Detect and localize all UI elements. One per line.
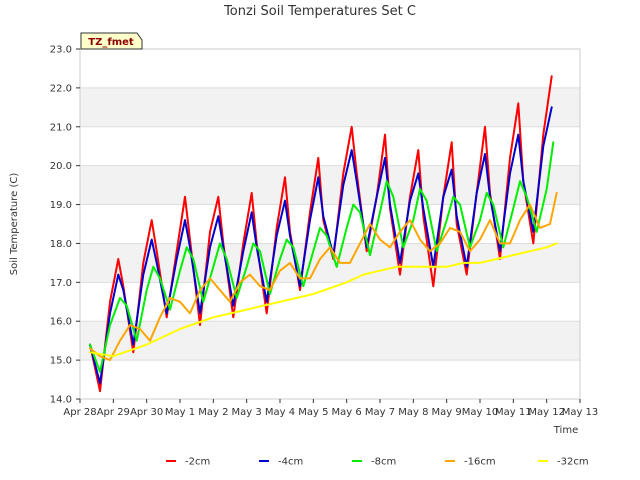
x-tick-label: May 3 (232, 407, 262, 418)
x-axis-label: Time (553, 425, 578, 436)
grid-band (80, 87, 580, 127)
y-tick-label: 19.0 (50, 200, 72, 211)
legend-label: -16cm (464, 457, 496, 468)
x-tick-label: May 13 (562, 407, 599, 418)
plot-frame (79, 48, 581, 400)
y-axis: 14.0 15.0 16.0 17.0 18.0 19.0 20.0 21.0 22.0 23.0 (50, 45, 80, 406)
x-tick-label: May 9 (432, 407, 462, 418)
y-tick-label: 16.0 (50, 317, 72, 328)
chart-title: Tonzi Soil Temperatures Set C (223, 4, 416, 19)
y-tick-label: 15.0 (50, 356, 72, 367)
badge-label: TZ_fmet (88, 37, 134, 48)
y-tick-label: 23.0 (50, 45, 72, 56)
x-tick-label: Apr 30 (130, 407, 163, 418)
series-line16cm (89, 191, 558, 362)
y-tick-label: 14.0 (50, 395, 72, 406)
x-tick-label: May 2 (198, 407, 228, 418)
grid-band (80, 165, 580, 205)
x-tick-label: May 6 (332, 407, 362, 418)
legend-item: -8cm (352, 457, 396, 468)
legend-item: -4cm (259, 457, 303, 468)
x-tick-label: Apr 28 (63, 407, 96, 418)
legend-label: -32cm (557, 457, 589, 468)
x-tick-label: May 10 (462, 407, 499, 418)
x-tick-label: May 11 (495, 407, 532, 418)
y-tick-label: 22.0 (50, 83, 72, 94)
series-line32cm (89, 242, 558, 358)
x-tick-label: May 8 (398, 407, 428, 418)
legend: -2cm -4cm -8cm -16cm -32cm (166, 457, 589, 468)
plot-background (80, 49, 580, 399)
y-tick-label: 18.0 (50, 239, 72, 250)
x-tick-label: May 7 (365, 407, 395, 418)
x-tick-label: May 5 (298, 407, 328, 418)
legend-item: -2cm (166, 457, 210, 468)
series-line8cm (89, 141, 555, 373)
badge: TZ_fmet (80, 32, 143, 50)
series-lines (89, 75, 558, 393)
x-tick-label: Apr 29 (97, 407, 130, 418)
legend-label: -4cm (278, 457, 303, 468)
x-tick-label: May 4 (265, 407, 295, 418)
y-tick-label: 20.0 (50, 161, 72, 172)
y-axis-label: Soil Temperature (C) (9, 173, 20, 276)
x-tick-label: May 12 (528, 407, 565, 418)
legend-item: -32cm (538, 457, 589, 468)
y-tick-label: 21.0 (50, 122, 72, 133)
y-tick-label: 17.0 (50, 278, 72, 289)
grid-band (80, 321, 580, 361)
legend-label: -2cm (185, 457, 210, 468)
x-tick-label: May 1 (165, 407, 195, 418)
legend-label: -8cm (371, 457, 396, 468)
legend-item: -16cm (445, 457, 496, 468)
x-axis: Apr 28 Apr 29 Apr 30 May 1 May 2 May 3 May 4 Ma… (63, 399, 598, 418)
